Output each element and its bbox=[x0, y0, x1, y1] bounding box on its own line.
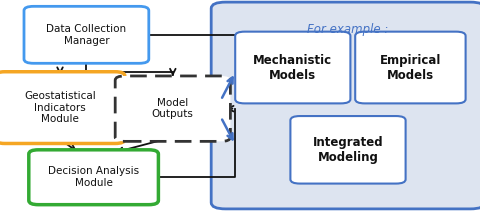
Text: Empirical
Models: Empirical Models bbox=[380, 54, 441, 81]
Text: Decision Analysis
Module: Decision Analysis Module bbox=[48, 166, 139, 188]
FancyBboxPatch shape bbox=[115, 76, 230, 141]
Text: Model
Outputs: Model Outputs bbox=[152, 98, 194, 119]
Text: Integrated
Modeling: Integrated Modeling bbox=[312, 136, 384, 164]
FancyBboxPatch shape bbox=[211, 2, 480, 209]
Text: Geostatistical
Indicators
Module: Geostatistical Indicators Module bbox=[24, 91, 96, 124]
FancyBboxPatch shape bbox=[0, 72, 125, 143]
Text: Data Collection
Manager: Data Collection Manager bbox=[47, 24, 126, 46]
Text: Mechanistic
Models: Mechanistic Models bbox=[253, 54, 332, 81]
FancyBboxPatch shape bbox=[24, 6, 149, 63]
Text: For example :: For example : bbox=[307, 23, 389, 36]
FancyBboxPatch shape bbox=[235, 32, 350, 103]
FancyBboxPatch shape bbox=[290, 116, 406, 184]
FancyBboxPatch shape bbox=[29, 150, 158, 205]
FancyBboxPatch shape bbox=[355, 32, 466, 103]
